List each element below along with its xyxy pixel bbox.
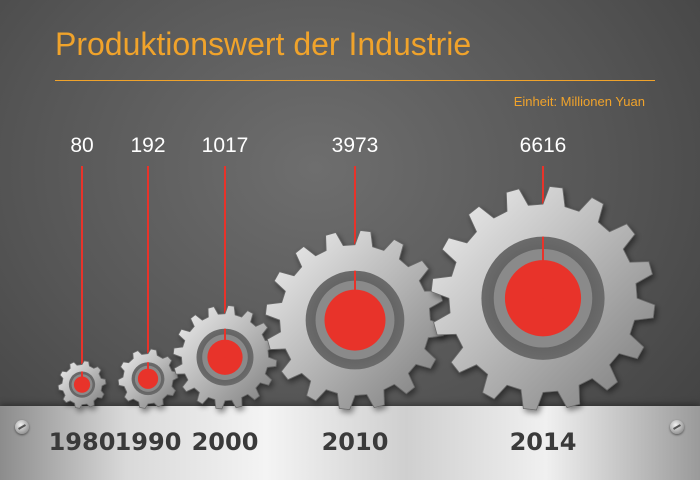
screw-icon <box>15 420 29 434</box>
year-label: 2010 <box>322 428 389 456</box>
value-label: 3973 <box>332 134 379 157</box>
year-label: 2000 <box>192 428 259 456</box>
screw-icon <box>670 420 684 434</box>
title-rule <box>55 80 655 81</box>
year-label: 2014 <box>510 428 577 456</box>
value-label: 6616 <box>520 134 567 157</box>
year-label: 1980 <box>49 428 116 456</box>
value-label: 80 <box>70 134 93 157</box>
year-label: 1990 <box>115 428 182 456</box>
unit-label: Einheit: Millionen Yuan <box>513 94 645 109</box>
value-label: 192 <box>130 134 165 157</box>
chart-title: Produktionswert der Industrie <box>55 26 472 62</box>
metal-baseplate <box>0 406 700 480</box>
value-label: 1017 <box>202 134 249 157</box>
